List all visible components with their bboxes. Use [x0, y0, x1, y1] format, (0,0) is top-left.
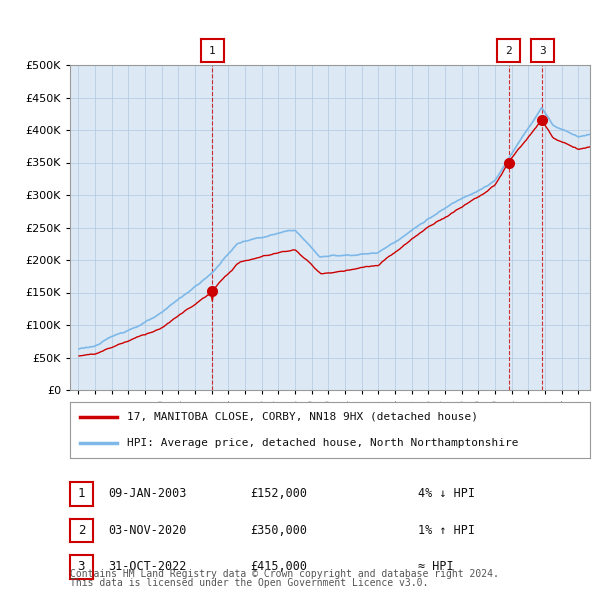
- Text: £152,000: £152,000: [250, 487, 307, 500]
- Text: 2: 2: [77, 524, 85, 537]
- Text: 1% ↑ HPI: 1% ↑ HPI: [418, 524, 475, 537]
- Text: 2: 2: [505, 45, 512, 55]
- Text: 17, MANITOBA CLOSE, CORBY, NN18 9HX (detached house): 17, MANITOBA CLOSE, CORBY, NN18 9HX (det…: [127, 412, 478, 422]
- Text: £350,000: £350,000: [250, 524, 307, 537]
- Text: 3: 3: [539, 45, 545, 55]
- Text: 1: 1: [209, 45, 215, 55]
- Text: Contains HM Land Registry data © Crown copyright and database right 2024.: Contains HM Land Registry data © Crown c…: [70, 569, 499, 579]
- Text: This data is licensed under the Open Government Licence v3.0.: This data is licensed under the Open Gov…: [70, 578, 428, 588]
- Text: 31-OCT-2022: 31-OCT-2022: [108, 560, 186, 573]
- Text: £415,000: £415,000: [250, 560, 307, 573]
- Text: ≈ HPI: ≈ HPI: [418, 560, 454, 573]
- Text: 4% ↓ HPI: 4% ↓ HPI: [418, 487, 475, 500]
- Text: HPI: Average price, detached house, North Northamptonshire: HPI: Average price, detached house, Nort…: [127, 438, 519, 448]
- Text: 09-JAN-2003: 09-JAN-2003: [108, 487, 186, 500]
- Text: 1: 1: [77, 487, 85, 500]
- Text: 03-NOV-2020: 03-NOV-2020: [108, 524, 186, 537]
- Text: 3: 3: [77, 560, 85, 573]
